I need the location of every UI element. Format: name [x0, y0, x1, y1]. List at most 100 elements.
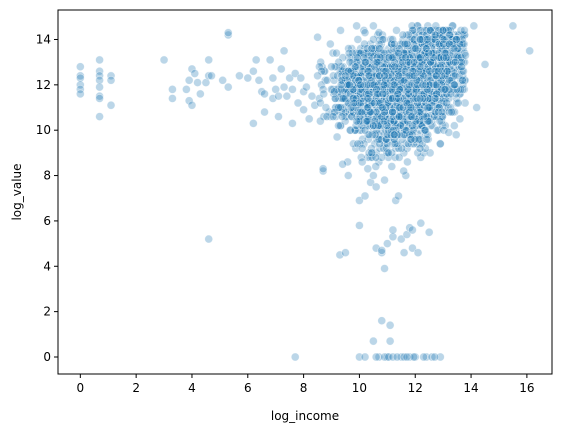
scatter-point — [394, 191, 403, 201]
scatter-point — [380, 264, 389, 273]
scatter-point — [279, 82, 289, 92]
scatter-point — [334, 121, 343, 130]
scatter-point — [424, 48, 433, 58]
scatter-point — [274, 91, 283, 101]
scatter-point — [322, 112, 332, 121]
scatter-point — [401, 53, 410, 62]
scatter-point — [415, 62, 425, 71]
scatter-point — [95, 55, 104, 65]
scatter-point — [304, 114, 314, 124]
scatter-point — [390, 39, 399, 49]
scatter-point — [372, 57, 382, 67]
scatter-point — [387, 162, 397, 171]
scatter-point — [187, 100, 197, 110]
scatter-point — [394, 48, 403, 58]
scatter-point — [296, 73, 306, 83]
scatter-point — [450, 80, 459, 90]
scatter-point — [345, 80, 354, 90]
scatter-point — [313, 71, 322, 81]
x-tick-label: 2 — [132, 381, 140, 395]
scatter-point — [480, 60, 490, 69]
scatter-point — [440, 85, 450, 94]
x-tick-label: 8 — [300, 381, 308, 395]
scatter-point — [367, 44, 377, 53]
scatter-point — [407, 30, 417, 40]
scatter-point — [449, 44, 459, 53]
scatter-point — [326, 39, 335, 49]
scatter-point — [193, 78, 202, 87]
scatter-point — [184, 76, 194, 85]
scatter-point — [451, 35, 461, 44]
scatter-point — [223, 82, 233, 92]
scatter-point — [416, 218, 426, 228]
scatter-point — [218, 76, 227, 85]
scatter-point — [328, 48, 338, 58]
y-tick-label: 6 — [43, 214, 51, 228]
scatter-point — [355, 221, 364, 230]
scatter-point — [337, 112, 347, 121]
scatter-point — [352, 21, 361, 31]
scatter-point — [371, 162, 381, 171]
scatter-point — [397, 144, 406, 153]
y-axis-ticks: 0 2 4 6 8 10 12 14 — [36, 32, 58, 364]
scatter-point — [159, 55, 169, 65]
scatter-point — [380, 175, 389, 185]
scatter-point — [424, 227, 434, 237]
scatter-point — [399, 166, 408, 176]
scatter-point — [407, 112, 417, 121]
data-points — [76, 21, 534, 362]
scatter-point — [282, 91, 292, 101]
scatter-point — [357, 144, 367, 153]
scatter-point — [341, 248, 350, 257]
scatter-point — [415, 94, 425, 103]
scatter-point — [416, 153, 426, 162]
scatter-point — [418, 80, 428, 90]
scatter-point — [243, 73, 253, 83]
scatter-point — [398, 30, 408, 40]
scatter-point — [364, 71, 374, 81]
scatter-point — [411, 44, 421, 53]
scatter-point — [415, 144, 425, 153]
scatter-point — [394, 71, 404, 81]
scatter-point — [384, 148, 393, 158]
scatter-point — [390, 62, 400, 71]
scatter-point — [406, 134, 416, 144]
x-tick-label: 12 — [408, 381, 423, 395]
scatter-point — [371, 182, 381, 192]
scatter-point — [223, 28, 233, 37]
scatter-point — [406, 139, 416, 149]
scatter-point — [344, 48, 354, 58]
scatter-point — [380, 71, 389, 81]
scatter-point — [328, 112, 338, 121]
scatter-point — [279, 46, 289, 56]
scatter-point — [274, 112, 283, 121]
scatter-point — [447, 107, 456, 117]
scatter-point — [330, 87, 339, 96]
scatter-point — [430, 30, 440, 40]
scatter-point — [249, 66, 258, 76]
scatter-point — [293, 98, 303, 108]
y-tick-label: 0 — [43, 350, 51, 364]
scatter-point — [363, 94, 372, 103]
scatter-point — [413, 248, 423, 257]
scatter-point — [367, 148, 377, 158]
scatter-point — [341, 71, 350, 81]
scatter-point — [302, 82, 311, 92]
scatter-point — [451, 130, 461, 140]
scatter-point — [377, 316, 387, 326]
scatter-point — [357, 107, 366, 117]
scatter-point — [377, 246, 387, 255]
y-tick-label: 4 — [43, 259, 51, 273]
scatter-point — [168, 85, 177, 94]
scatter-point — [452, 94, 461, 103]
scatter-point — [369, 121, 378, 130]
scatter-point — [422, 134, 432, 144]
scatter-point — [313, 32, 322, 42]
scatter-point — [353, 35, 363, 44]
scatter-point — [435, 116, 445, 126]
scatter-point — [369, 35, 378, 44]
scatter-point — [76, 89, 85, 99]
scatter-point — [415, 53, 425, 62]
scatter-point — [414, 134, 424, 144]
